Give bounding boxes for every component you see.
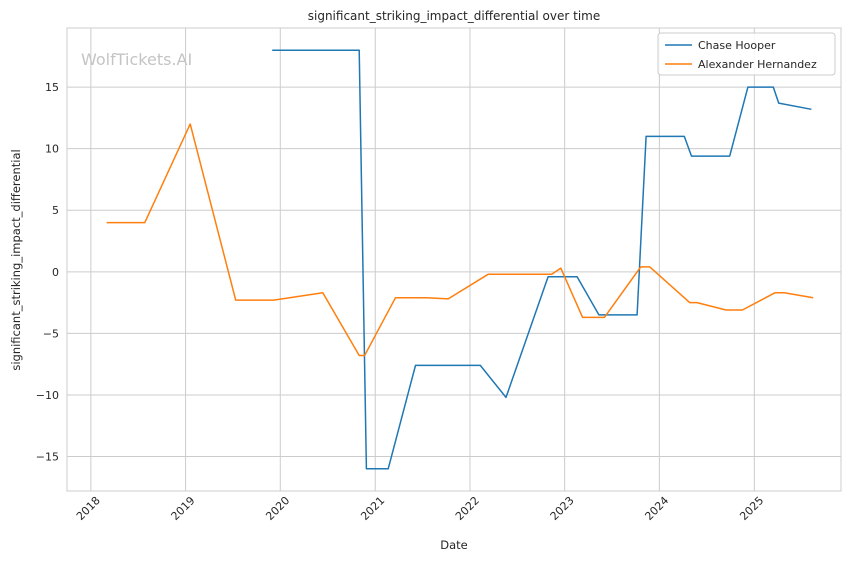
y-tick-label: −5 [43,327,59,340]
y-tick-label: 10 [45,143,59,156]
legend: Chase Hooper Alexander Hernandez [657,32,836,76]
y-axis-label: significant_striking_impact_differential [9,149,23,370]
legend-label-series-1: Chase Hooper [698,39,776,52]
y-tick-label: 15 [45,81,59,94]
legend-box [657,32,836,76]
y-tick-label: 0 [52,266,59,279]
series-line-2 [106,123,814,357]
series-line-1 [272,49,812,470]
watermark: WolfTickets.AI [81,50,192,69]
y-tick-label: −15 [36,451,59,464]
series-lines [106,49,814,470]
y-tick-label: −10 [36,389,59,402]
y-tick-label: 5 [52,204,59,217]
plot-frame [66,27,842,492]
x-axis-label: Date [440,538,468,552]
chart-title: significant_striking_impact_differential… [308,9,600,23]
y-tick-labels: 15 10 5 0 −5 −10 −15 [36,81,59,463]
legend-label-series-2: Alexander Hernandez [698,58,817,71]
grid [67,28,841,491]
